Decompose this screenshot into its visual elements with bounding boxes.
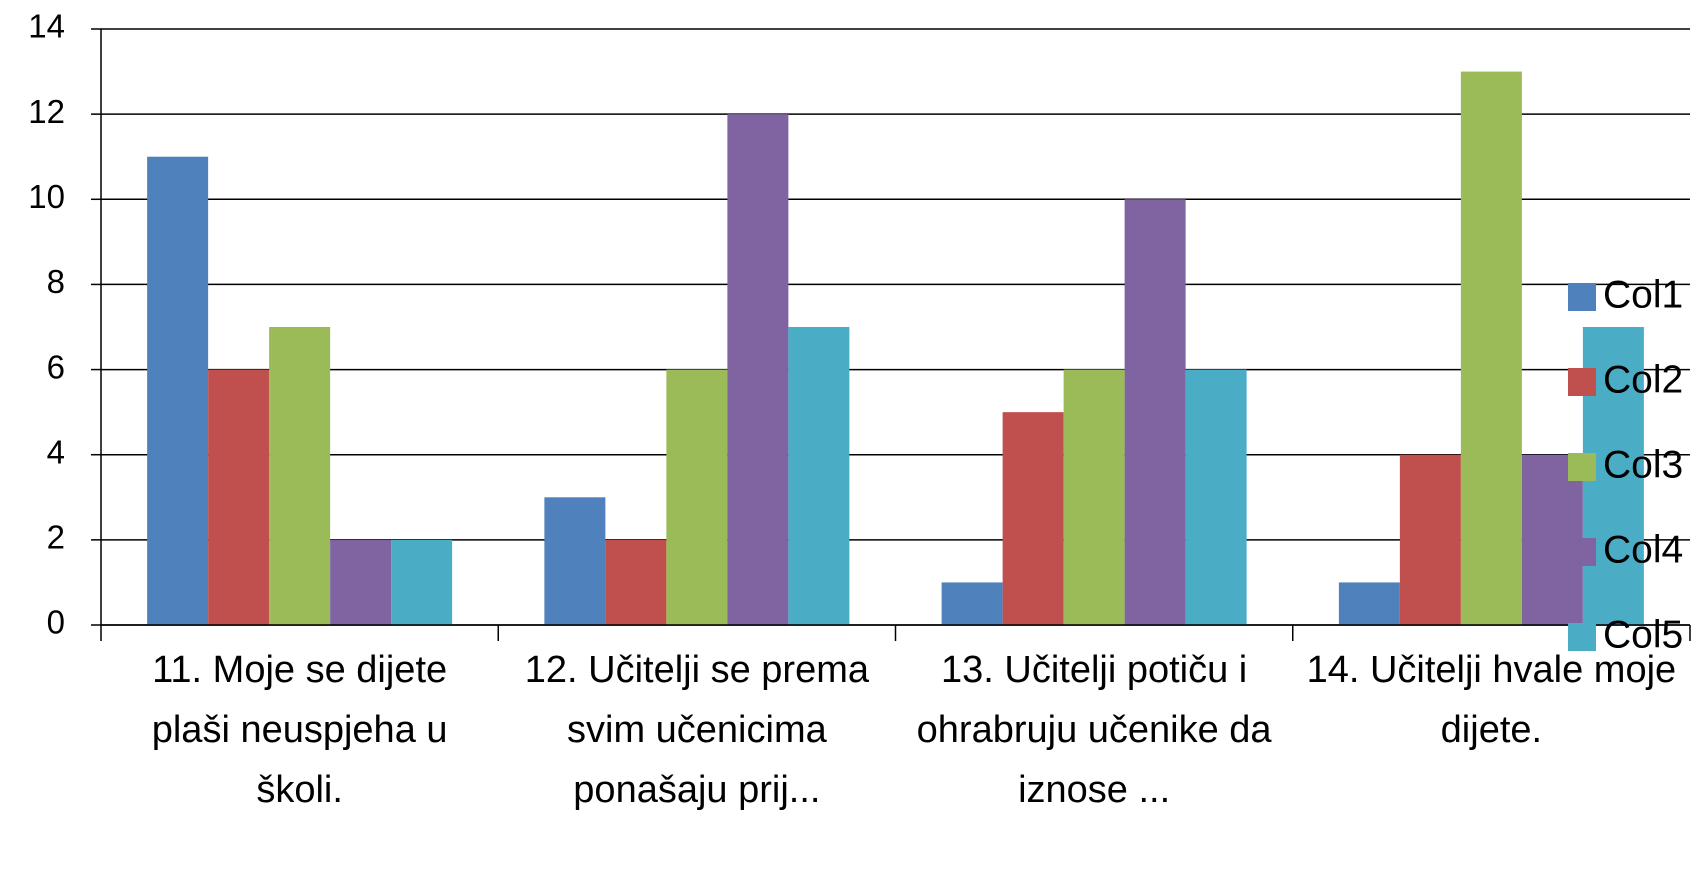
bar — [1124, 199, 1186, 626]
bar — [1460, 71, 1522, 626]
legend-label: Col3 — [1603, 443, 1683, 486]
legend-swatch — [1568, 538, 1596, 566]
bar — [1399, 454, 1461, 625]
y-tick-label: 12 — [28, 93, 65, 130]
bar — [391, 539, 453, 625]
bar — [208, 369, 270, 625]
legend-label: Col5 — [1603, 613, 1683, 656]
legend-label: Col1 — [1603, 273, 1683, 316]
bar — [147, 156, 209, 625]
y-tick-label: 10 — [28, 178, 65, 215]
legend-label: Col4 — [1603, 528, 1683, 571]
x-tick-label: 11. Moje se dijete plaši neuspjeha u ško… — [151, 649, 448, 811]
legend-swatch — [1568, 623, 1596, 651]
bar — [666, 369, 728, 625]
bar — [544, 497, 606, 625]
bar — [1063, 369, 1125, 625]
y-tick-label: 4 — [47, 433, 65, 470]
bar — [1185, 369, 1247, 625]
legend-label: Col2 — [1603, 358, 1683, 401]
x-tick-label: 14. Učitelji hvale moje dijete. — [1306, 649, 1677, 751]
legend-swatch — [1568, 368, 1596, 396]
bar — [1338, 582, 1400, 625]
y-tick-label: 8 — [47, 263, 65, 300]
y-tick-label: 14 — [28, 8, 65, 45]
legend-swatch — [1568, 283, 1596, 311]
bar — [941, 582, 1003, 625]
bar — [727, 114, 789, 626]
x-tick-label: 13. Učitelji potiču i ohrabruju učenike … — [916, 649, 1272, 811]
bar — [605, 539, 667, 625]
bar — [788, 327, 850, 625]
bar — [269, 327, 331, 625]
x-tick-label: 12. Učitelji se prema svim učenicima pon… — [524, 649, 869, 811]
y-tick-label: 2 — [47, 519, 65, 556]
legend-swatch — [1568, 453, 1596, 481]
bar — [330, 539, 392, 625]
y-tick-label: 6 — [47, 348, 65, 385]
y-tick-label: 0 — [47, 604, 65, 641]
bar — [1002, 412, 1064, 625]
